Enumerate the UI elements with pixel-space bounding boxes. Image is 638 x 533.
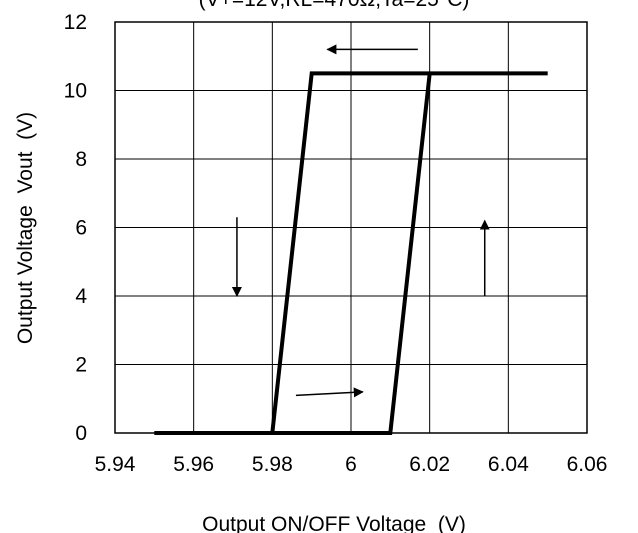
- y-tick-label: 0: [75, 422, 87, 445]
- series-layer: [154, 71, 548, 435]
- x-tick-label: 6.04: [488, 453, 529, 476]
- y-tick-label: 12: [64, 11, 87, 34]
- y-tick-labels: 0 2 4 6 8 10 12: [64, 11, 88, 445]
- x-tick-label: 5.94: [95, 453, 136, 476]
- x-tick-label: 6.06: [567, 453, 608, 476]
- y-tick-label: 4: [75, 285, 87, 308]
- chart-title: (V+=12V,RL=470Ω,Ta=25°C): [199, 0, 470, 11]
- annotation-layer: [231, 44, 490, 398]
- series-line-2: [272, 73, 432, 435]
- arrow-right: [295, 387, 364, 398]
- x-axis-title: Output ON/OFF Voltage (V): [202, 513, 466, 533]
- y-tick-label: 8: [75, 148, 87, 171]
- y-tick-label: 10: [64, 80, 87, 103]
- x-tick-label: 6: [345, 453, 357, 476]
- x-tick-label: 5.96: [173, 453, 214, 476]
- y-tick-label: 2: [75, 354, 87, 377]
- x-tick-label: 5.98: [252, 453, 293, 476]
- x-tick-labels: 5.94 5.96 5.98 6 6.02 6.04 6.06: [95, 453, 608, 476]
- y-axis-title: Output Voltage Vout (V): [14, 112, 37, 344]
- gridlines: [115, 22, 587, 433]
- y-tick-label: 6: [75, 217, 87, 240]
- x-tick-label: 6.02: [409, 453, 450, 476]
